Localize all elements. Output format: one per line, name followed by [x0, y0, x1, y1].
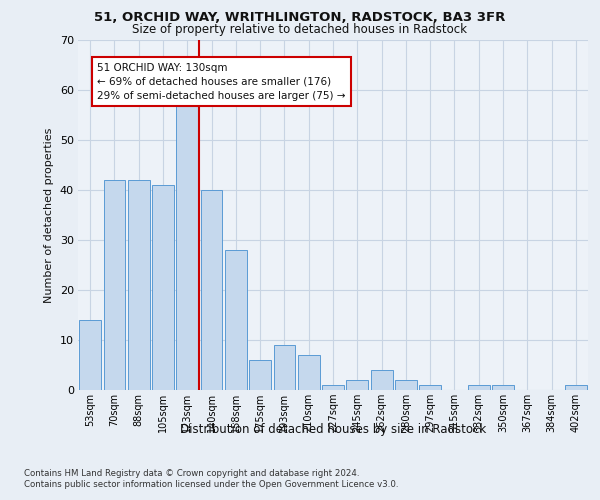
Bar	[152, 185, 174, 390]
Text: Contains HM Land Registry data © Crown copyright and database right 2024.: Contains HM Land Registry data © Crown c…	[24, 469, 359, 478]
Bar	[176, 100, 198, 390]
Bar	[298, 355, 320, 390]
Bar	[371, 370, 392, 390]
Bar	[419, 385, 441, 390]
Bar	[79, 320, 101, 390]
Text: 51 ORCHID WAY: 130sqm
← 69% of detached houses are smaller (176)
29% of semi-det: 51 ORCHID WAY: 130sqm ← 69% of detached …	[97, 62, 346, 100]
Bar	[468, 385, 490, 390]
Bar	[104, 180, 125, 390]
Bar	[225, 250, 247, 390]
Y-axis label: Number of detached properties: Number of detached properties	[44, 128, 54, 302]
Text: Distribution of detached houses by size in Radstock: Distribution of detached houses by size …	[180, 422, 486, 436]
Bar	[565, 385, 587, 390]
Bar	[249, 360, 271, 390]
Text: Size of property relative to detached houses in Radstock: Size of property relative to detached ho…	[133, 22, 467, 36]
Text: Contains public sector information licensed under the Open Government Licence v3: Contains public sector information licen…	[24, 480, 398, 489]
Bar	[346, 380, 368, 390]
Bar	[492, 385, 514, 390]
Bar	[322, 385, 344, 390]
Bar	[274, 345, 295, 390]
Bar	[395, 380, 417, 390]
Bar	[128, 180, 149, 390]
Bar	[200, 190, 223, 390]
Text: 51, ORCHID WAY, WRITHLINGTON, RADSTOCK, BA3 3FR: 51, ORCHID WAY, WRITHLINGTON, RADSTOCK, …	[94, 11, 506, 24]
